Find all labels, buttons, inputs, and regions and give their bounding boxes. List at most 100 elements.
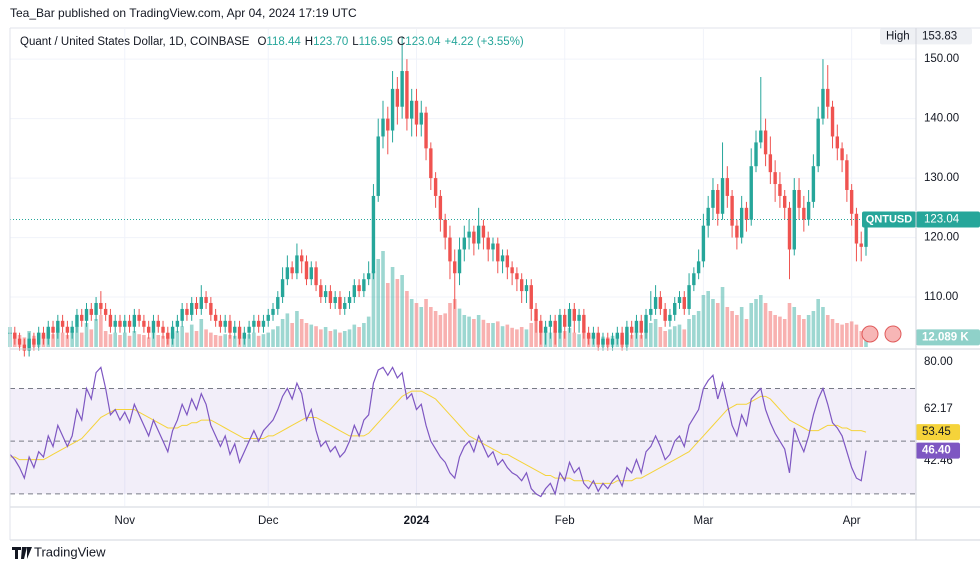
volume-bar (395, 279, 400, 347)
volume-bar (725, 307, 730, 347)
volume-bar (510, 327, 514, 347)
volume-bar (634, 331, 639, 347)
candle-body (629, 326, 634, 333)
volume-bar (500, 326, 505, 347)
candle-body (806, 201, 811, 220)
candle-body (390, 88, 395, 131)
volume-bar (342, 331, 347, 347)
volume-bar (400, 275, 404, 347)
candle-body (529, 285, 533, 309)
candle-body (218, 320, 223, 327)
brand-logo (12, 547, 32, 559)
candle-body (199, 297, 203, 309)
y-tick-label: 150.00 (924, 53, 959, 65)
volume-bar (290, 323, 294, 347)
candle-body (682, 297, 686, 309)
volume-bar (830, 319, 835, 347)
volume-bar (476, 315, 481, 347)
candle-body (290, 267, 294, 274)
x-tick-label: 2024 (404, 515, 430, 527)
candle-body (706, 207, 710, 226)
legend-value: 123.70 (313, 36, 348, 48)
volume-bar (859, 331, 864, 347)
volume-bar (390, 267, 395, 347)
candle-body (553, 320, 557, 333)
event-icon[interactable] (884, 325, 902, 343)
candle-body (17, 338, 22, 345)
candle-body (170, 326, 175, 339)
volume-bar (524, 329, 529, 347)
volume-bar (744, 319, 749, 347)
volume-bar (409, 299, 414, 347)
candle-body (261, 320, 266, 327)
candle-body (137, 314, 141, 321)
volume-bar (495, 321, 500, 347)
candle-body (524, 285, 529, 292)
volume-bar (309, 324, 314, 347)
volume-bar (70, 331, 74, 347)
volume-bar (209, 332, 213, 347)
legend-value: 118.44 (266, 36, 301, 48)
volume-bar (213, 335, 218, 347)
candle-body (323, 291, 328, 298)
volume-bar (232, 335, 237, 347)
volume-bar (505, 324, 510, 347)
event-icon[interactable] (861, 325, 879, 343)
candle-body (75, 314, 79, 327)
candle-body (653, 297, 658, 309)
volume-bar (122, 332, 127, 347)
volume-bar (385, 283, 390, 347)
volume-bar (749, 303, 754, 347)
candle-body (247, 326, 251, 333)
volume-bar (472, 319, 476, 347)
candle-body (180, 308, 184, 321)
candle-body (849, 189, 854, 214)
value-tag (916, 442, 960, 459)
candle-body (366, 273, 371, 280)
volume-bar (720, 287, 725, 347)
volume-bar (113, 332, 118, 347)
legend-key: L (352, 36, 359, 48)
volume-bar (132, 331, 137, 347)
volume-bar (481, 319, 486, 347)
candle-body (644, 314, 648, 333)
candle-body (467, 231, 471, 238)
candle-body (797, 189, 801, 208)
candle-body (60, 320, 65, 327)
candle-body (56, 320, 60, 333)
candle-body (252, 320, 256, 327)
legend-value: 123.04 (405, 36, 441, 48)
candle-body (634, 320, 639, 333)
volume-bar (362, 323, 366, 347)
candle-body (395, 88, 400, 107)
candle-body (142, 320, 146, 327)
volume-bar (419, 307, 424, 347)
candle-body (46, 326, 50, 339)
candle-body (864, 219, 868, 247)
y-tick-label: 120.00 (924, 232, 959, 244)
candle-body (209, 302, 213, 315)
candle-body (161, 326, 165, 333)
candle-body (190, 302, 194, 315)
y-tick-label: 80.00 (924, 356, 953, 368)
candle-body (548, 320, 553, 327)
volume-bar (142, 335, 146, 347)
candle-body (586, 332, 591, 339)
volume-bar (280, 319, 285, 347)
candle-body (591, 332, 596, 339)
candle-body (84, 308, 89, 321)
volume-bar (797, 315, 801, 347)
volume-bar (701, 295, 706, 347)
volume-bar (692, 315, 696, 347)
candle-body (271, 308, 275, 315)
volume-bar (577, 334, 581, 347)
volume-bar (787, 303, 792, 347)
volume-bar (414, 303, 419, 347)
candle-body (582, 314, 586, 333)
candle-body (204, 297, 208, 303)
volume-bar (668, 329, 672, 347)
candle-body (802, 207, 806, 220)
candle-body (156, 320, 160, 327)
candle-body (639, 320, 643, 333)
volume-bar (548, 332, 553, 347)
